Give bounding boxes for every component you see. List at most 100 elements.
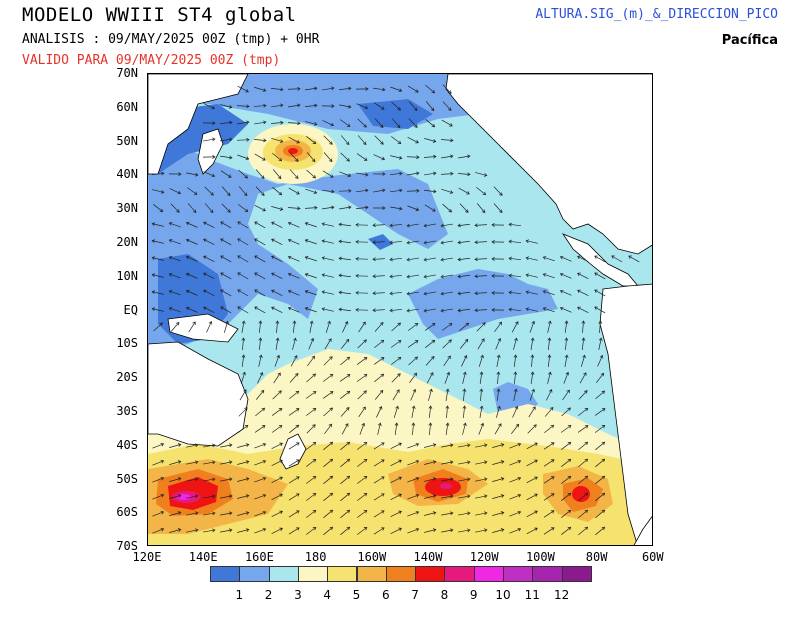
direction-arrow-head (414, 322, 419, 327)
direction-arrow-head (542, 273, 547, 277)
direction-arrow-head (203, 238, 207, 243)
direction-arrow (408, 118, 418, 128)
direction-arrow-head (584, 425, 589, 429)
direction-arrow-head (295, 175, 299, 179)
direction-arrow-head (363, 492, 368, 497)
direction-arrow-head (413, 372, 417, 377)
direction-arrow-head (260, 389, 265, 394)
direction-arrow (186, 239, 198, 245)
direction-arrow (561, 459, 571, 467)
direction-arrow-head (399, 188, 403, 193)
direction-arrow-head (465, 209, 469, 213)
direction-arrow-head (297, 86, 301, 91)
direction-arrow-head (432, 511, 437, 515)
direction-arrow (356, 357, 368, 365)
direction-arrow (480, 388, 482, 402)
direction-arrow (526, 274, 538, 278)
direction-arrow-head (483, 528, 488, 533)
direction-arrow-head (508, 239, 512, 244)
direction-arrow-head (584, 475, 589, 480)
direction-arrow (391, 136, 401, 144)
direction-arrow (270, 122, 284, 124)
direction-arrow (493, 203, 503, 213)
direction-arrow (203, 238, 215, 246)
direction-arrow-head (380, 141, 384, 145)
direction-arrow-head (329, 356, 333, 360)
direction-arrow (271, 104, 283, 108)
direction-arrow-head (293, 337, 297, 342)
direction-arrow-head (480, 354, 484, 359)
direction-arrow (253, 105, 267, 107)
direction-arrow-head (395, 405, 399, 410)
direction-arrow (289, 169, 299, 179)
direction-arrow-head (445, 422, 450, 426)
direction-arrow-head (398, 442, 402, 447)
contour-2m-east (408, 269, 558, 339)
colorbar-swatch (210, 566, 241, 582)
direction-arrow-head (287, 238, 292, 243)
direction-arrow (526, 476, 538, 484)
direction-arrow (543, 290, 555, 296)
direction-arrow-head (500, 460, 505, 464)
direction-arrow-head (278, 191, 283, 196)
direction-arrow-head (160, 442, 165, 447)
direction-arrow (458, 512, 470, 516)
direction-arrow-head (432, 208, 436, 212)
direction-arrow-head (331, 86, 335, 91)
direction-arrow (561, 442, 571, 450)
direction-arrow-head (314, 205, 318, 210)
direction-arrow (476, 186, 486, 196)
direction-arrow (323, 492, 333, 502)
direction-arrow-head (329, 391, 334, 395)
direction-arrow-head (479, 371, 484, 375)
direction-arrow-head (397, 340, 402, 344)
direction-arrow-head (450, 171, 454, 176)
direction-arrow-head (449, 443, 454, 448)
direction-arrow (424, 189, 436, 193)
direction-arrow-head (584, 492, 589, 497)
direction-arrow (424, 274, 436, 278)
direction-arrow-head (399, 171, 403, 176)
direction-arrow-head (168, 256, 173, 260)
direction-arrow-head (542, 307, 547, 311)
direction-arrow-head (389, 223, 393, 228)
direction-arrow (271, 137, 283, 143)
direction-arrow (441, 495, 453, 499)
direction-arrow (322, 223, 334, 227)
direction-arrow-head (237, 221, 241, 225)
direction-arrow-head (496, 388, 501, 392)
direction-arrow-head (491, 274, 495, 278)
direction-arrow-head (483, 494, 488, 499)
direction-arrow (339, 119, 351, 127)
direction-arrow-head (363, 458, 368, 463)
direction-arrow (323, 458, 333, 468)
direction-arrow-head (433, 171, 437, 176)
direction-arrow (564, 355, 568, 367)
direction-arrow-head (338, 307, 342, 312)
direction-arrow-head (275, 337, 280, 341)
direction-arrow (342, 321, 348, 333)
direction-arrow-head (177, 528, 182, 532)
direction-arrow-head (448, 107, 452, 111)
direction-arrow-head (295, 158, 299, 162)
direction-arrow-head (440, 240, 444, 245)
direction-arrow-head (389, 240, 393, 245)
direction-arrow-head (534, 459, 538, 463)
direction-arrow (441, 308, 453, 312)
direction-arrow (152, 443, 164, 449)
direction-arrow (152, 460, 164, 466)
direction-arrow-head (363, 124, 367, 128)
direction-arrow (186, 172, 198, 176)
direction-arrow (599, 320, 601, 334)
storm-smid-9m (440, 483, 452, 489)
direction-arrow (206, 321, 212, 333)
direction-arrow-head (176, 209, 180, 213)
direction-arrow (271, 306, 283, 314)
direction-arrow-head (499, 192, 503, 196)
lon-label: 140W (413, 550, 443, 564)
direction-arrow-head (194, 528, 199, 533)
direction-arrow-head (254, 289, 258, 293)
direction-arrow (530, 372, 534, 384)
direction-arrow (458, 495, 470, 499)
direction-arrow-head (517, 493, 522, 498)
